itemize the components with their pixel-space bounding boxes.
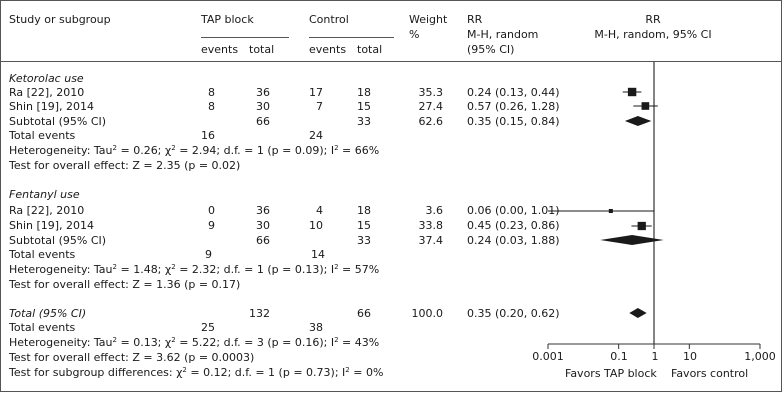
overall-effect-text: Test for overall effect: Z = 1.36 (p = 0… bbox=[9, 278, 241, 291]
header-weight: Weight bbox=[409, 13, 448, 26]
control-events: 4 bbox=[316, 204, 323, 217]
control-underline bbox=[309, 37, 394, 38]
x-tick-label: 1,000 bbox=[744, 350, 776, 363]
control-total: 15 bbox=[357, 100, 371, 113]
subtotal-rr: 0.35 (0.15, 0.84) bbox=[467, 115, 560, 128]
study-effect-marker bbox=[637, 221, 646, 231]
tap-events: 9 bbox=[208, 219, 215, 232]
study-effect-marker bbox=[627, 87, 637, 97]
weight-value: 3.6 bbox=[425, 204, 444, 217]
header-tap-total: total bbox=[249, 43, 275, 56]
total-events-tap: 16 bbox=[201, 129, 215, 142]
total-events-control: 38 bbox=[309, 321, 323, 334]
total-rr: 0.35 (0.20, 0.62) bbox=[467, 307, 560, 320]
header-rr-method: M-H, random bbox=[467, 28, 539, 41]
overall-effect-text: Test for overall effect: Z = 3.62 (p = 0… bbox=[9, 351, 255, 364]
total-events-control: 24 bbox=[309, 129, 323, 142]
tap-events: 8 bbox=[208, 100, 215, 113]
header-tap-events: events bbox=[201, 43, 239, 56]
subtotal-label: Subtotal (95% CI) bbox=[9, 234, 107, 247]
control-total: 18 bbox=[357, 86, 371, 99]
forest-plot bbox=[547, 62, 761, 349]
header-plot-rr: RR bbox=[645, 13, 661, 26]
subtotal-tap-total: 66 bbox=[256, 115, 270, 128]
tap-total: 36 bbox=[256, 86, 270, 99]
subtotal-diamond bbox=[624, 116, 652, 126]
study-effect-marker bbox=[608, 208, 613, 214]
subtotal-weight: 37.4 bbox=[418, 234, 444, 247]
rr-value: 0.24 (0.13, 0.44) bbox=[467, 86, 560, 99]
control-events: 17 bbox=[309, 86, 323, 99]
header-tap-block: TAP block bbox=[201, 13, 254, 26]
header-control-total: total bbox=[357, 43, 383, 56]
subtotal-control-total: 33 bbox=[357, 115, 371, 128]
subtotal-weight: 62.6 bbox=[418, 115, 444, 128]
total-events-tap: 9 bbox=[205, 248, 212, 261]
tap-events: 0 bbox=[208, 204, 215, 217]
tap-total: 36 bbox=[256, 204, 270, 217]
tap-total: 30 bbox=[256, 100, 270, 113]
header-study: Study or subgroup bbox=[9, 13, 111, 26]
study-name: Ra [22], 2010 bbox=[9, 86, 85, 99]
tap-underline bbox=[201, 37, 289, 38]
header-rr-ci: (95% CI) bbox=[467, 43, 515, 56]
group-title-ketorolac: Ketorolac use bbox=[9, 72, 84, 85]
total-events-tap: 25 bbox=[201, 321, 215, 334]
x-tick-label: 0.001 bbox=[532, 350, 564, 363]
heterogeneity-text: Heterogeneity: Tau2 = 1.48; χ2 = 2.32; d… bbox=[9, 263, 380, 276]
control-total: 18 bbox=[357, 204, 371, 217]
rr-value: 0.06 (0.00, 1.01) bbox=[467, 204, 560, 217]
header-plot-method: M-H, random, 95% CI bbox=[594, 28, 712, 41]
overall-diamond bbox=[629, 308, 647, 318]
subtotal-tap-total: 66 bbox=[256, 234, 270, 247]
x-tick-label: 1 bbox=[651, 350, 659, 363]
header-control-events: events bbox=[309, 43, 347, 56]
x-tick-label: 10 bbox=[683, 350, 697, 363]
total-tap-total: 132 bbox=[249, 307, 270, 320]
study-effect-marker bbox=[641, 102, 650, 110]
total-events-control: 14 bbox=[311, 248, 325, 261]
study-name: Ra [22], 2010 bbox=[9, 204, 85, 217]
overall-effect-text: Test for overall effect: Z = 2.35 (p = 0… bbox=[9, 159, 241, 172]
x-tick-label: 0.1 bbox=[610, 350, 628, 363]
control-events: 7 bbox=[316, 100, 323, 113]
favors-control-label: Favors control bbox=[671, 367, 749, 380]
total-weight: 100.0 bbox=[411, 307, 444, 320]
subtotal-diamond bbox=[600, 235, 664, 245]
rr-value: 0.45 (0.23, 0.86) bbox=[467, 219, 560, 232]
control-events: 10 bbox=[309, 219, 323, 232]
subtotal-control-total: 33 bbox=[357, 234, 371, 247]
weight-value: 35.3 bbox=[418, 86, 444, 99]
weight-value: 33.8 bbox=[418, 219, 444, 232]
study-name: Shin [19], 2014 bbox=[9, 100, 95, 113]
header-rule bbox=[1, 61, 781, 62]
total-control-total: 66 bbox=[357, 307, 371, 320]
heterogeneity-text: Heterogeneity: Tau2 = 0.26; χ2 = 2.94; d… bbox=[9, 144, 380, 157]
tap-events: 8 bbox=[208, 86, 215, 99]
subtotal-label: Subtotal (95% CI) bbox=[9, 115, 107, 128]
header-rr: RR bbox=[467, 13, 483, 26]
forest-plot-figure: Study or subgroup TAP block Control Weig… bbox=[0, 0, 782, 392]
total-label: Total (95% CI) bbox=[9, 307, 87, 320]
weight-value: 27.4 bbox=[418, 100, 444, 113]
study-name: Shin [19], 2014 bbox=[9, 219, 95, 232]
total-events-label: Total events bbox=[9, 248, 76, 261]
subgroup-differences-text: Test for subgroup differences: χ2 = 0.12… bbox=[9, 366, 384, 379]
total-events-label: Total events bbox=[9, 321, 76, 334]
group-title-fentanyl: Fentanyl use bbox=[9, 188, 80, 201]
control-total: 15 bbox=[357, 219, 371, 232]
favors-tap-label: Favors TAP block bbox=[565, 367, 657, 380]
total-events-label: Total events bbox=[9, 129, 76, 142]
heterogeneity-text: Heterogeneity: Tau2 = 0.13; χ2 = 5.22; d… bbox=[9, 336, 380, 349]
tap-total: 30 bbox=[256, 219, 270, 232]
rr-value: 0.57 (0.26, 1.28) bbox=[467, 100, 560, 113]
header-control: Control bbox=[309, 13, 349, 26]
header-weight-unit: % bbox=[409, 28, 420, 41]
subtotal-rr: 0.24 (0.03, 1.88) bbox=[467, 234, 560, 247]
